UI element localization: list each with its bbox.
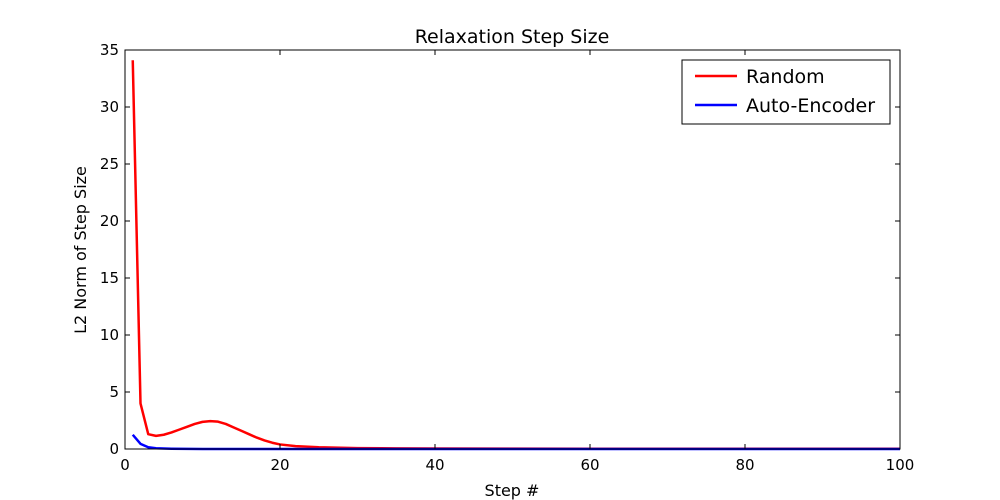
- legend-box: [681, 59, 891, 125]
- legend-label-random: Random: [746, 66, 825, 88]
- legend: Random Auto-Encoder: [681, 59, 891, 125]
- x-axis-title: Step #: [485, 481, 540, 500]
- y-tick-label: 10: [100, 326, 119, 344]
- y-tick-label: 20: [100, 212, 119, 230]
- plot-frame: [124, 49, 901, 450]
- y-tick-label: 30: [100, 98, 119, 116]
- y-tick-label: 25: [100, 155, 119, 173]
- x-tick-label: 100: [886, 456, 915, 474]
- y-tick-label: 0: [109, 440, 119, 458]
- y-tick-label: 15: [100, 269, 119, 287]
- x-tick-label: 80: [735, 456, 754, 474]
- y-tick-label: 35: [100, 41, 119, 59]
- chart-title: Relaxation Step Size: [415, 26, 610, 48]
- legend-label-auto-encoder: Auto-Encoder: [746, 95, 875, 117]
- y-axis-title: L2 Norm of Step Size: [71, 166, 90, 334]
- ticks-layer: 0 20 40 60 80 100 0 5 10 15 20 25 30 35: [100, 41, 914, 474]
- x-tick-label: 20: [270, 456, 289, 474]
- x-tick-label: 40: [425, 456, 444, 474]
- y-tick-label: 5: [109, 383, 119, 401]
- x-tick-label: 60: [580, 456, 599, 474]
- x-tick-label: 0: [120, 456, 130, 474]
